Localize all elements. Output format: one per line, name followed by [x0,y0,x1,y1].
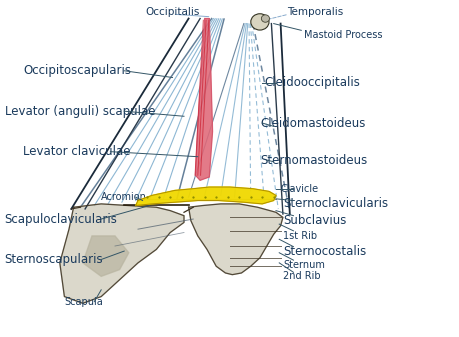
Text: Sternoclavicularis: Sternoclavicularis [282,197,387,210]
Text: Occipitoscapularis: Occipitoscapularis [23,64,131,77]
Text: Levator (anguli) scapulae: Levator (anguli) scapulae [5,105,155,118]
Text: Sternoscapularis: Sternoscapularis [5,253,103,266]
Text: Cleidomastoideus: Cleidomastoideus [259,117,364,129]
Text: Temporalis: Temporalis [287,7,343,17]
Text: Occipitalis: Occipitalis [145,7,199,17]
Text: Scapula: Scapula [64,297,103,307]
Text: 1st Rib: 1st Rib [282,231,316,241]
Text: Scapuloclavicularis: Scapuloclavicularis [5,213,117,225]
Text: Sternocostalis: Sternocostalis [282,245,365,257]
Polygon shape [135,187,275,206]
Text: Acromion: Acromion [101,192,147,202]
Text: Mastoid Process: Mastoid Process [303,30,381,40]
Polygon shape [188,204,282,275]
Text: Sternum: Sternum [282,259,324,270]
Text: Sternomastoideus: Sternomastoideus [259,154,366,166]
Ellipse shape [250,14,269,30]
Text: Levator claviculae: Levator claviculae [23,145,130,158]
Ellipse shape [261,15,269,22]
Text: Subclavius: Subclavius [282,214,346,227]
Polygon shape [195,19,212,180]
Text: 2nd Rib: 2nd Rib [282,271,320,281]
Polygon shape [83,236,129,276]
Text: Clavicle: Clavicle [280,184,318,194]
Text: Cleidooccipitalis: Cleidooccipitalis [264,76,359,89]
Polygon shape [60,204,184,303]
